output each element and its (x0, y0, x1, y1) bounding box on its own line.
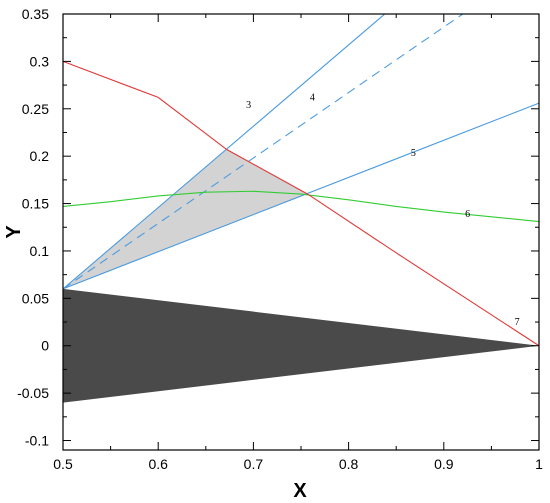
x-tick-label: 0.8 (339, 456, 359, 472)
series-lines (62, 13, 540, 347)
y-tick-label: 0.2 (30, 148, 50, 164)
y-tick-label: -0.05 (17, 385, 49, 401)
series-label-7: 7 (515, 317, 520, 328)
filled-regions (63, 149, 539, 403)
x-tick-label: 0.9 (434, 456, 454, 472)
x-tick-label: 1 (535, 456, 543, 472)
y-tick-label: 0.1 (30, 243, 50, 259)
series-line-6 (62, 190, 540, 223)
series-label-3: 3 (246, 100, 251, 111)
x-axis-ticks: 0.5 0.6 0.7 0.8 0.9 1 (53, 14, 543, 472)
series-line-4 (62, 13, 464, 290)
x-tick-label: 0.6 (148, 456, 168, 472)
y-tick-label: 0.3 (30, 53, 50, 69)
series-label-5: 5 (411, 148, 416, 159)
y-tick-label: -0.1 (25, 433, 49, 449)
x-tick-label: 0.5 (53, 456, 73, 472)
region-wedge (63, 288, 539, 403)
series-line-7 (62, 60, 540, 347)
y-tick-label: 0.35 (22, 6, 49, 22)
x-tick-label: 0.7 (244, 456, 264, 472)
y-tick-label: 0 (41, 338, 49, 354)
y-tick-label: 0.05 (22, 290, 49, 306)
y-tick-label: 0.15 (22, 196, 49, 212)
y-axis-ticks: 0.35 0.3 0.25 0.2 0.15 0.1 0.05 0 -0.05 -0.1 (17, 6, 539, 449)
series-label-4: 4 (310, 92, 315, 103)
y-tick-label: 0.25 (22, 101, 49, 117)
series-label-6: 6 (465, 209, 470, 220)
series-labels: 3 4 5 6 7 (246, 92, 519, 328)
region-shaded-triangle (63, 149, 308, 289)
series-line-5 (62, 102, 540, 290)
y-axis-title: Y (3, 225, 25, 239)
series-line-3 (62, 13, 386, 290)
x-axis-title: X (293, 480, 307, 502)
